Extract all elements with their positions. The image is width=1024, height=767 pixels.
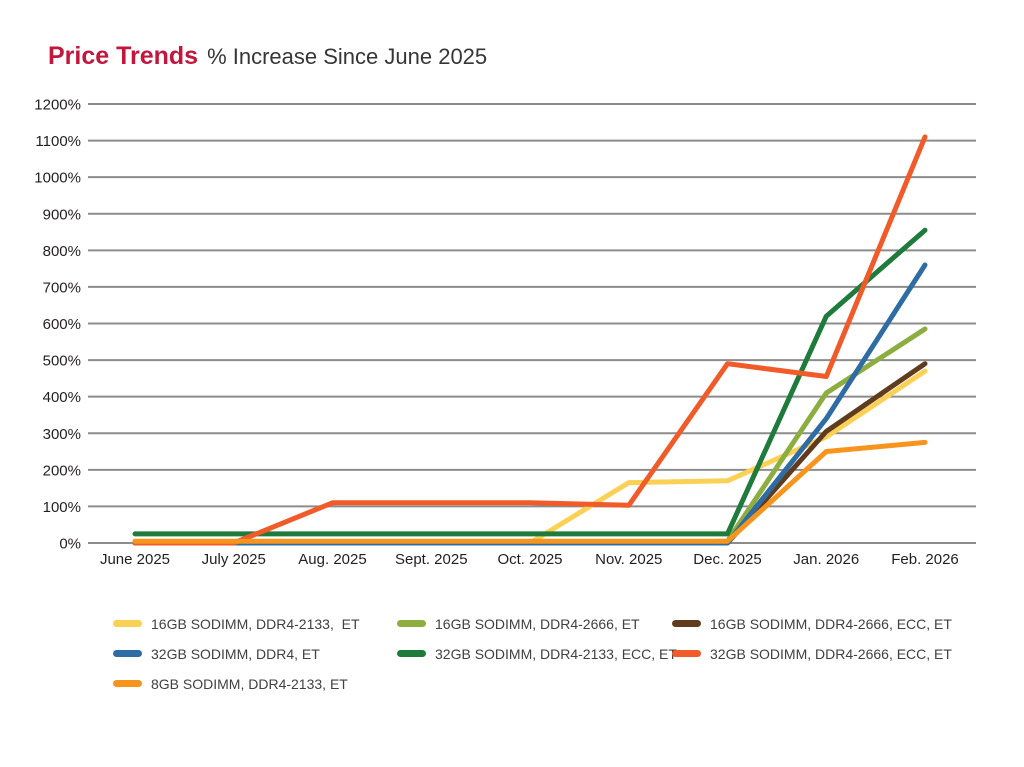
x-axis-tick-label: June 2025	[100, 551, 170, 568]
y-axis-tick-label: 200%	[43, 462, 81, 479]
x-axis-tick-label: Aug. 2025	[298, 551, 366, 568]
page-title-subtitle: % Increase Since June 2025	[207, 44, 488, 69]
legend-label: 32GB SODIMM, DDR4, ET	[151, 645, 320, 662]
legend-swatch-16gb-ddr4-2666-et	[397, 620, 426, 627]
chart-legend: 16GB SODIMM, DDR4-2133, ET 16GB SODIMM, …	[113, 613, 952, 694]
legend-swatch-8gb-ddr4-2133-et	[113, 680, 142, 687]
legend-label: 16GB SODIMM, DDR4-2666, ET	[435, 615, 640, 632]
x-axis-tick-label: Nov. 2025	[595, 551, 662, 568]
x-axis-tick-label: Oct. 2025	[497, 551, 562, 568]
x-axis-tick-label: Dec. 2025	[693, 551, 761, 568]
y-axis-tick-label: 500%	[43, 353, 81, 370]
y-axis-tick-label: 700%	[43, 279, 81, 296]
legend-swatch-16gb-ddr4-2133-et	[113, 620, 142, 627]
y-axis-tick-label: 400%	[43, 389, 81, 406]
series-line-5	[132, 134, 928, 546]
series-line-6	[132, 439, 928, 544]
legend-swatch-32gb-ddr4-et	[113, 650, 142, 657]
x-axis-tick-label: July 2025	[202, 551, 266, 568]
y-axis-tick-label: 0%	[59, 536, 81, 553]
legend-label: 8GB SODIMM, DDR4-2133, ET	[151, 675, 348, 692]
legend-label: 32GB SODIMM, DDR4-2666, ECC, ET	[710, 645, 952, 662]
series-line-2	[132, 361, 928, 546]
y-axis-tick-label: 900%	[43, 206, 81, 223]
y-axis-tick-label: 1200%	[34, 97, 81, 114]
legend-label: 16GB SODIMM, DDR4-2133, ET	[151, 615, 360, 632]
y-axis-tick-label: 600%	[43, 316, 81, 333]
page-title-accent: Price Trends	[48, 42, 199, 70]
y-axis-tick-label: 100%	[43, 499, 81, 516]
y-axis-tick-label: 300%	[43, 426, 81, 443]
legend-swatch-32gb-ddr4-2666-ecc-et	[672, 650, 701, 657]
legend-label: 32GB SODIMM, DDR4-2133, ECC, ET	[435, 645, 677, 662]
line-chart: 0% 100% 200% 300% 400% 500% 600% 700% 800% 900% 10…	[34, 97, 976, 568]
legend-item: 16GB SODIMM, DDR4-2666, ET	[397, 613, 672, 634]
y-axis-tick-label: 1000%	[34, 170, 81, 187]
legend-item: 16GB SODIMM, DDR4-2133, ET	[113, 613, 397, 634]
y-axis-tick-label: 1100%	[35, 133, 81, 150]
legend-item: 8GB SODIMM, DDR4-2133, ET	[113, 673, 397, 694]
legend-swatch-32gb-ddr4-2133-ecc-et	[397, 650, 426, 657]
page-title: Price Trends % Increase Since June 2025	[48, 42, 487, 71]
legend-item: 32GB SODIMM, DDR4-2666, ECC, ET	[672, 643, 952, 664]
x-axis-tick-label: Jan. 2026	[793, 551, 859, 568]
legend-swatch-16gb-ddr4-2666-ecc-et	[672, 620, 701, 627]
legend-item: 16GB SODIMM, DDR4-2666, ECC, ET	[672, 613, 952, 634]
x-axis-tick-label: Feb. 2026	[891, 551, 959, 568]
y-axis-tick-label: 800%	[43, 243, 81, 260]
legend-item: 32GB SODIMM, DDR4, ET	[113, 643, 397, 664]
x-axis-tick-label: Sept. 2025	[395, 551, 468, 568]
series-line-4	[132, 227, 928, 537]
legend-item: 32GB SODIMM, DDR4-2133, ECC, ET	[397, 643, 677, 664]
legend-label: 16GB SODIMM, DDR4-2666, ECC, ET	[710, 615, 952, 632]
